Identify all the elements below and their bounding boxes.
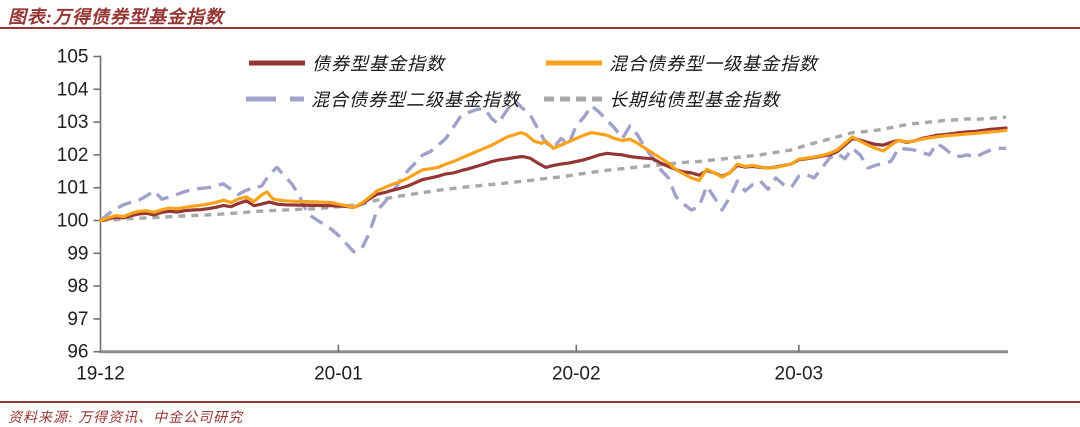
page-title: 图表:万得债券型基金指数 bbox=[8, 7, 224, 27]
secondary-mixed-bond-dashed-line-icon bbox=[246, 96, 304, 102]
x-tick-label: 20-02 bbox=[552, 364, 601, 385]
line-chart: 96 97 98 99 100 101 102 103 104 105 19-12 20-01 20-0… bbox=[57, 47, 1008, 385]
legend-label-primary-mixed-bond-index: 混合债券型一级基金指数 bbox=[609, 54, 818, 74]
series-longterm-pure-line bbox=[100, 115, 1007, 223]
primary-mixed-bond-solid-line-icon bbox=[546, 60, 602, 66]
y-tick-label: 102 bbox=[57, 145, 89, 166]
bond-index-solid-line-icon bbox=[249, 60, 305, 66]
y-tick-label: 105 bbox=[57, 47, 89, 68]
y-tick-label: 103 bbox=[57, 112, 89, 133]
legend-item-secondary-mixed-bond-index: 混合债券型二级基金指数 bbox=[245, 88, 520, 110]
y-tick-labels: 96 97 98 99 100 101 102 103 104 105 bbox=[57, 47, 101, 363]
legend-label-bond-index: 债券型基金指数 bbox=[312, 54, 445, 74]
y-tick-label: 96 bbox=[67, 342, 88, 363]
legend-label-secondary-mixed-bond-index: 混合债券型二级基金指数 bbox=[311, 90, 520, 110]
legend-item-bond-index: 债券型基金指数 bbox=[248, 52, 445, 74]
x-tick-label: 20-01 bbox=[314, 364, 363, 385]
y-tick-label: 104 bbox=[57, 79, 89, 100]
series-primary-mixed-line bbox=[98, 128, 1008, 223]
x-tick-label: 19-12 bbox=[76, 364, 125, 385]
source-note: 资料来源: 万得资讯、中金公司研究 bbox=[8, 411, 244, 426]
series-bond-line bbox=[98, 126, 1008, 223]
y-tick-label: 98 bbox=[67, 276, 88, 297]
source-rule bbox=[0, 401, 1080, 403]
y-tick-label: 100 bbox=[57, 211, 89, 232]
y-tick-label: 99 bbox=[67, 243, 88, 264]
y-tick-label: 101 bbox=[57, 178, 89, 199]
legend-item-primary-mixed-bond-index: 混合债券型一级基金指数 bbox=[545, 52, 818, 74]
title-rule bbox=[0, 27, 1080, 29]
legend-item-longterm-pure-bond-index: 长期纯债型基金指数 bbox=[543, 88, 780, 110]
x-tick-labels: 19-12 20-01 20-02 20-03 bbox=[76, 344, 824, 385]
y-tick-label: 97 bbox=[67, 309, 88, 330]
longterm-pure-bond-dashed-line-icon bbox=[544, 96, 602, 102]
x-tick-label: 20-03 bbox=[775, 364, 824, 385]
axes bbox=[99, 55, 1008, 354]
legend-label-longterm-pure-bond-index: 长期纯债型基金指数 bbox=[609, 90, 780, 110]
